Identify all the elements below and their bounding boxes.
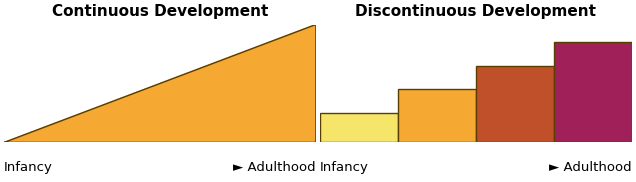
Text: Infancy: Infancy — [4, 161, 53, 174]
Title: Continuous Development: Continuous Development — [52, 4, 268, 19]
Title: Discontinuous Development: Discontinuous Development — [356, 4, 597, 19]
Text: ► Adulthood: ► Adulthood — [233, 161, 316, 174]
Polygon shape — [4, 25, 316, 142]
FancyBboxPatch shape — [476, 66, 554, 142]
FancyBboxPatch shape — [398, 89, 476, 142]
Text: Infancy: Infancy — [320, 161, 369, 174]
FancyBboxPatch shape — [554, 42, 632, 142]
Text: ► Adulthood: ► Adulthood — [550, 161, 632, 174]
FancyBboxPatch shape — [320, 113, 398, 142]
